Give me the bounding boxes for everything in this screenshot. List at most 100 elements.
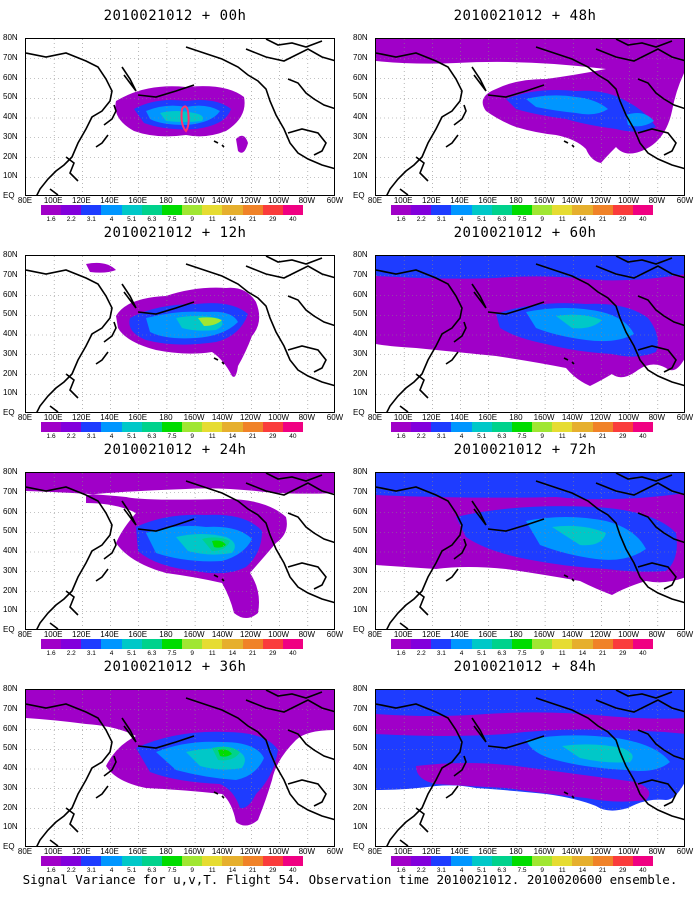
longitude-label: 100W <box>268 196 290 205</box>
latitude-label: 80N <box>3 250 18 259</box>
coastline <box>213 574 225 582</box>
coastline <box>637 128 677 156</box>
coastline <box>487 518 545 532</box>
latitude-label: 20N <box>353 585 368 595</box>
coastline <box>95 321 117 365</box>
colorbar-swatch <box>532 422 553 432</box>
colorbar-swatch <box>262 639 283 649</box>
colorbar-label: 1.6 <box>46 650 56 657</box>
latitude-label: 40N <box>3 763 18 772</box>
longitude-label: 60W <box>676 847 694 856</box>
longitude-label: 80E <box>367 847 383 856</box>
coastline <box>637 78 684 110</box>
colorbar-label: 40 <box>289 433 297 440</box>
longitude-label: 140E <box>100 413 119 422</box>
colorbar-swatch <box>391 422 412 432</box>
coastline <box>471 717 487 743</box>
colorbar-label: 29 <box>269 867 277 874</box>
colorbar-label: 7.5 <box>517 867 527 874</box>
variance-shading <box>236 135 248 153</box>
figure-caption: Signal Variance for u,v,T. Flight 54. Ob… <box>22 872 678 887</box>
longitude-label: 60W <box>676 630 694 639</box>
latitude-label: 70N <box>3 269 18 279</box>
colorbar-label: 2.2 <box>416 650 426 657</box>
colorbar-label: 4 <box>459 216 464 223</box>
colorbar-swatch <box>242 422 263 432</box>
latitude-label: 60N <box>353 289 368 299</box>
colorbar-swatch <box>592 205 613 215</box>
longitude-label: 140W <box>561 196 583 205</box>
colorbar-labels: 1.6 2.2 3.1 4 5.1 6.3 7.5 9 11 14 21 29 40 <box>391 216 653 224</box>
longitude-label: 100W <box>268 847 290 856</box>
colorbar-swatch <box>612 205 633 215</box>
map-panel: 2010021012 + 72h 80N 70N 60N 50N 40N 30N 20N 10N… <box>353 442 695 662</box>
coastline <box>26 486 113 629</box>
longitude-label: 80W <box>648 413 666 422</box>
colorbar-swatch <box>632 205 654 215</box>
coastline <box>445 755 467 799</box>
coastline <box>376 269 463 412</box>
colorbar <box>41 422 304 432</box>
variance-shading <box>526 95 608 115</box>
colorbar-swatch <box>491 639 512 649</box>
longitude-label: 80E <box>367 630 383 639</box>
colorbar-swatch <box>141 639 162 649</box>
longitude-label: 160W <box>533 630 555 639</box>
variance-shading <box>416 763 650 802</box>
longitude-label: 160E <box>478 196 498 205</box>
latitude-label: 70N <box>353 486 368 496</box>
coastline <box>399 373 429 412</box>
longitude-label: 60W <box>326 413 344 422</box>
latitude-label: 80N <box>353 33 368 42</box>
panel-title: 2010021012 + 36h <box>103 659 247 675</box>
colorbar-label: 11 <box>558 867 566 874</box>
coastline <box>637 512 684 544</box>
colorbar-label: 14 <box>228 867 237 874</box>
coastline <box>399 807 429 846</box>
longitude-label: 140W <box>561 413 583 422</box>
colorbar-label: 1.6 <box>46 867 56 874</box>
longitude-label: 120W <box>240 413 261 422</box>
colorbar-label: 9 <box>190 867 194 874</box>
latitude-label: 30N <box>353 565 368 575</box>
coastline <box>185 697 334 821</box>
latitude-label: 70N <box>353 703 368 713</box>
colorbar-swatch <box>592 639 613 649</box>
colorbar-label: 9 <box>540 650 544 657</box>
colorbar-swatch <box>411 205 432 215</box>
longitude-label: 140E <box>450 630 469 639</box>
latitude-label: 20N <box>3 585 18 595</box>
panel-title: 2010021012 + 72h <box>453 442 597 458</box>
coastline <box>95 538 117 582</box>
colorbar-swatch <box>572 205 593 215</box>
coastline <box>287 78 334 110</box>
coastline <box>121 717 137 743</box>
colorbar-swatch <box>491 856 512 866</box>
colorbar-swatch <box>121 856 142 866</box>
longitude-labels: 80E 100E 120E 140E 160E 180 160W 140W 120W 100W 80… <box>365 413 695 423</box>
longitude-label: 60W <box>676 413 694 422</box>
longitude-label: 120E <box>72 630 91 639</box>
colorbar-swatch <box>202 205 223 215</box>
colorbar <box>391 422 654 432</box>
map-panel: 2010021012 + 00h 80N 70N 60N 50N 40N 30N 20N 10N… <box>3 8 345 228</box>
coastline <box>26 52 113 195</box>
longitude-label: 140W <box>211 847 233 856</box>
coastline <box>287 345 327 373</box>
latitude-label: 30N <box>353 131 368 141</box>
latitude-label: 80N <box>353 250 368 259</box>
colorbar <box>391 205 654 215</box>
colorbar-label: 21 <box>248 216 257 223</box>
colorbar-swatch <box>61 422 82 432</box>
longitude-label: 180 <box>159 413 173 422</box>
colorbar <box>41 856 304 866</box>
latitude-label: 20N <box>353 802 368 812</box>
panel-title: 2010021012 + 12h <box>103 225 247 241</box>
variance-shading <box>376 712 684 736</box>
colorbar-swatch <box>61 856 82 866</box>
longitude-label: 60W <box>676 196 694 205</box>
longitude-label: 120E <box>422 847 441 856</box>
colorbar-swatch <box>411 856 432 866</box>
latitude-label: 10N <box>3 388 18 398</box>
colorbar-label: 21 <box>248 650 257 657</box>
